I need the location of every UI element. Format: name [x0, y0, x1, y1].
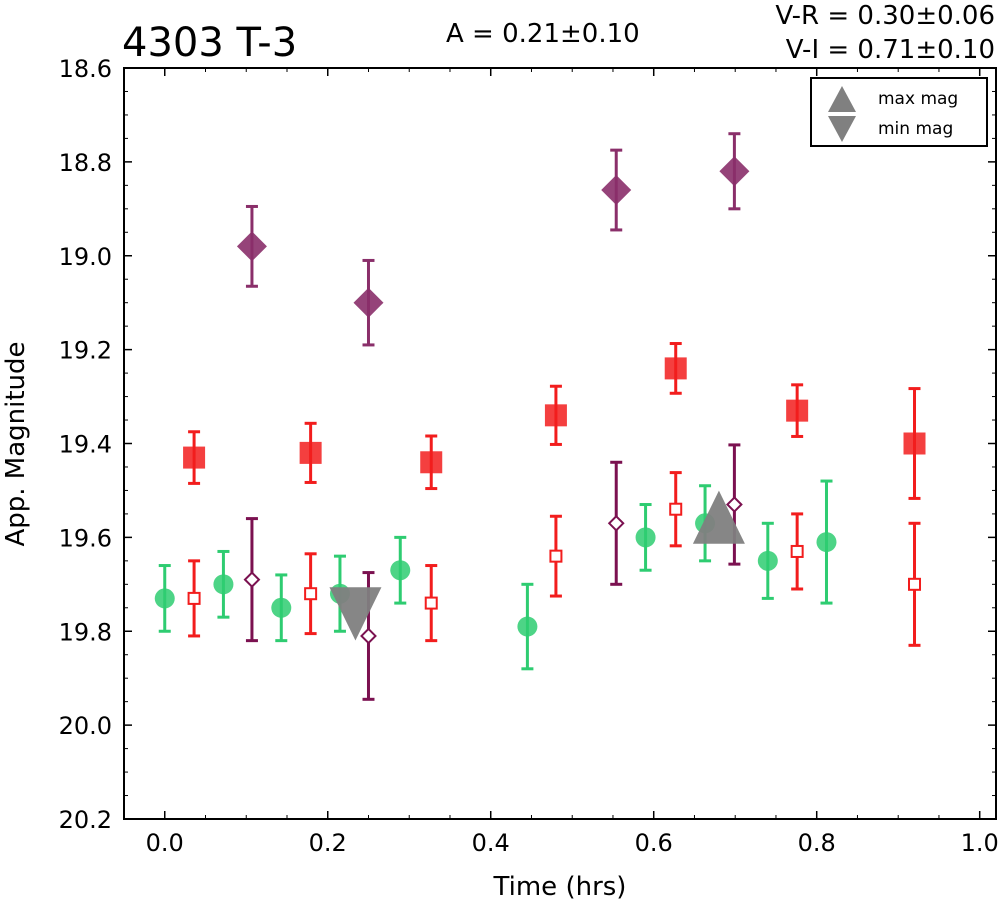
legend-triangle-down-icon — [828, 116, 856, 142]
y-axis-label: App. Magnitude — [1, 341, 31, 546]
data-point-circle — [271, 597, 292, 618]
y-tick-label: 20.2 — [59, 806, 112, 834]
data-point-square — [786, 399, 809, 422]
y-tick-label: 19.8 — [59, 618, 112, 646]
data-marks — [154, 132, 926, 701]
data-point-diamond-open — [360, 627, 377, 645]
data-point-square — [664, 357, 687, 380]
y-tick-label: 18.6 — [59, 55, 112, 83]
data-point-diamond-open — [243, 571, 261, 589]
data-point-square-open — [424, 596, 438, 610]
data-point-square — [183, 446, 206, 469]
data-point-square-open — [790, 544, 804, 558]
y-tick-label: 19.2 — [59, 337, 112, 365]
amplitude-annotation: A = 0.21±0.10 — [446, 19, 640, 49]
x-tick-label: 0.0 — [146, 829, 184, 857]
data-point-square-open — [908, 577, 922, 591]
data-point-circle — [757, 550, 778, 571]
data-point-diamond — [353, 287, 384, 318]
data-point-circle — [154, 588, 175, 609]
legend-max-mag-label: max mag — [878, 89, 958, 109]
max-mag-marker — [692, 490, 745, 544]
data-point-square-open — [549, 549, 563, 563]
data-point-square — [299, 441, 322, 464]
y-axis: 18.6 18.8 19.0 19.2 19.4 19.6 19.8 20.0 20.2 — [59, 55, 996, 834]
x-tick-label: 0.6 — [635, 829, 673, 857]
legend: max mag min mag — [810, 77, 988, 147]
data-point-circle — [635, 527, 656, 548]
data-point-square-open — [304, 587, 318, 601]
data-point-diamond-open — [725, 496, 743, 513]
x-axis-label: Time (hrs) — [493, 872, 627, 900]
data-point-circle — [390, 560, 411, 581]
y-tick-label: 19.6 — [59, 524, 112, 552]
data-point-square — [544, 404, 567, 427]
data-point-diamond-open — [607, 514, 625, 532]
data-point-square-open — [187, 591, 201, 605]
x-tick-label: 0.8 — [798, 829, 836, 857]
data-point-square — [903, 432, 926, 455]
min-mag-marker — [329, 587, 382, 641]
data-point-circle — [213, 574, 234, 595]
data-point-circle — [517, 616, 538, 637]
x-tick-label: 0.2 — [309, 829, 347, 857]
legend-min-mag-label: min mag — [878, 119, 953, 139]
data-point-circle — [816, 532, 837, 553]
data-point-diamond — [719, 156, 750, 187]
data-point-square-open — [669, 502, 683, 516]
y-tick-label: 19.0 — [59, 243, 112, 271]
y-tick-label: 19.4 — [59, 431, 112, 459]
x-tick-label: 0.4 — [472, 829, 510, 857]
vi-color-annotation: V-I = 0.71±0.10 — [786, 35, 995, 65]
y-tick-label: 18.8 — [59, 149, 112, 177]
chart-title: 4303 T-3 — [122, 20, 297, 66]
data-point-square — [420, 451, 443, 474]
data-point-diamond — [236, 231, 267, 262]
y-tick-label: 20.0 — [59, 712, 112, 740]
x-axis: 0.0 0.2 0.4 0.6 0.8 1.0 — [146, 68, 999, 857]
x-tick-label: 1.0 — [961, 829, 999, 857]
data-point-diamond — [601, 175, 632, 206]
legend-triangle-up-icon — [828, 86, 856, 112]
vr-color-annotation: V-R = 0.30±0.06 — [775, 1, 995, 31]
